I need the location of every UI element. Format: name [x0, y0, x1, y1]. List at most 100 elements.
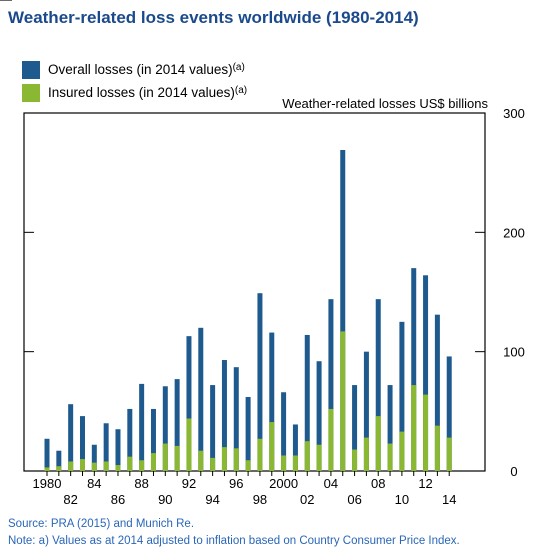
- bar-insured: [411, 385, 417, 471]
- bar-insured: [103, 461, 109, 471]
- bar-insured: [423, 394, 429, 471]
- bar-insured: [56, 466, 62, 471]
- bar-overall: [363, 351, 369, 471]
- bar-insured: [316, 444, 322, 471]
- bar-overall: [446, 356, 452, 471]
- x-tick-label: 96: [229, 476, 243, 491]
- x-tick-label: 10: [395, 492, 409, 507]
- y-tick-label: 0: [510, 464, 517, 479]
- bar-insured: [198, 450, 204, 471]
- bar-overall: [328, 299, 334, 471]
- bar-overall: [269, 332, 275, 471]
- x-tick-label: 84: [87, 476, 101, 491]
- x-tick-label: 06: [347, 492, 361, 507]
- bar-overall: [174, 379, 180, 471]
- bar-insured: [304, 441, 310, 471]
- plot-frame: [23, 112, 486, 472]
- bar-overall: [221, 360, 227, 471]
- bar-insured: [79, 459, 85, 471]
- x-tick-label: 02: [300, 492, 314, 507]
- bar-overall: [115, 429, 121, 471]
- bar-overall: [210, 385, 216, 471]
- bar-insured: [375, 416, 381, 471]
- x-tick-label: 86: [111, 492, 125, 507]
- bar-overall: [56, 450, 62, 471]
- x-tick-label: 12: [418, 476, 432, 491]
- chart-title: Weather-related loss events worldwide (1…: [8, 8, 419, 27]
- bar-insured: [352, 449, 358, 471]
- bar-overall: [162, 386, 168, 471]
- bar-insured: [139, 460, 145, 471]
- x-tick-label: 94: [205, 492, 219, 507]
- footnote: Note: a) Values as at 2014 adjusted to i…: [8, 535, 460, 547]
- bar-insured: [186, 418, 192, 471]
- legend-label-overall: Overall losses (in 2014 values): [48, 62, 233, 77]
- bar-insured: [399, 431, 405, 471]
- bar-overall: [281, 392, 287, 471]
- bar-overall: [387, 385, 393, 471]
- bar-overall: [44, 438, 50, 471]
- legend: Overall losses (in 2014 values) (a) Insur…: [22, 58, 247, 104]
- bar-insured: [115, 465, 121, 471]
- bar-overall: [68, 404, 74, 471]
- bar-overall: [103, 423, 109, 471]
- bar-insured: [434, 425, 440, 471]
- bar-insured: [91, 462, 97, 471]
- bar-insured: [281, 455, 287, 471]
- x-tick-label: 82: [63, 492, 77, 507]
- x-tick-label: 04: [324, 476, 338, 491]
- y-tick-label: 200: [503, 225, 525, 240]
- bar-insured: [328, 408, 334, 471]
- legend-sup-overall: (a): [232, 62, 245, 73]
- x-tick-label: 92: [182, 476, 196, 491]
- bar-overall: [434, 314, 440, 471]
- bar-insured: [150, 453, 156, 471]
- x-tick-label: 08: [371, 476, 385, 491]
- bar-overall: [340, 149, 346, 471]
- bar-overall: [79, 416, 85, 471]
- bar-overall: [91, 444, 97, 471]
- bar-overall: [304, 334, 310, 471]
- x-tick-label: 14: [442, 492, 456, 507]
- bar-overall: [292, 424, 298, 471]
- bar-insured: [68, 461, 74, 471]
- legend-swatch-insured: [22, 83, 40, 102]
- bar-overall: [186, 336, 192, 471]
- bar-overall: [257, 293, 263, 471]
- bar-overall: [375, 299, 381, 471]
- bar-insured: [340, 331, 346, 471]
- y-tick-label: 300: [503, 106, 525, 121]
- page-marker: [0, 0, 12, 7]
- bar-insured: [269, 422, 275, 471]
- bar-overall: [316, 361, 322, 471]
- bar-overall: [198, 327, 204, 471]
- x-tick-label: 90: [158, 492, 172, 507]
- source-note: Source: PRA (2015) and Munich Re.: [8, 518, 195, 530]
- x-tick-label: 88: [134, 476, 148, 491]
- x-tick-label: 98: [253, 492, 267, 507]
- legend-label-insured: Insured losses (in 2014 values): [48, 85, 235, 100]
- bar-insured: [446, 437, 452, 471]
- bar-overall: [233, 367, 239, 471]
- bar-overall: [150, 408, 156, 471]
- bar-overall: [352, 385, 358, 471]
- x-tick-label: 1980: [33, 476, 62, 491]
- bar-insured: [210, 457, 216, 471]
- legend-swatch-overall: [22, 60, 40, 79]
- bar-insured: [363, 437, 369, 471]
- bar-insured: [174, 445, 180, 471]
- bar-overall: [127, 408, 133, 471]
- legend-item-insured: Insured losses (in 2014 values) (a): [22, 81, 247, 104]
- bar-overall: [245, 397, 251, 471]
- bar-overall: [139, 383, 145, 471]
- bar-overall: [399, 321, 405, 471]
- y-axis-label: Weather-related losses US$ billions: [282, 96, 488, 111]
- bar-overall: [411, 268, 417, 471]
- bar-overall: [423, 275, 429, 471]
- legend-sup-insured: (a): [234, 85, 248, 96]
- legend-item-overall: Overall losses (in 2014 values) (a): [22, 58, 247, 81]
- bar-insured: [233, 448, 239, 471]
- bar-insured: [162, 443, 168, 471]
- bar-insured: [245, 460, 251, 471]
- chart-canvas: 0 100 200 300 1980 84 88 92 96 2000 04 08 12 82 86 90 94…: [23, 106, 525, 507]
